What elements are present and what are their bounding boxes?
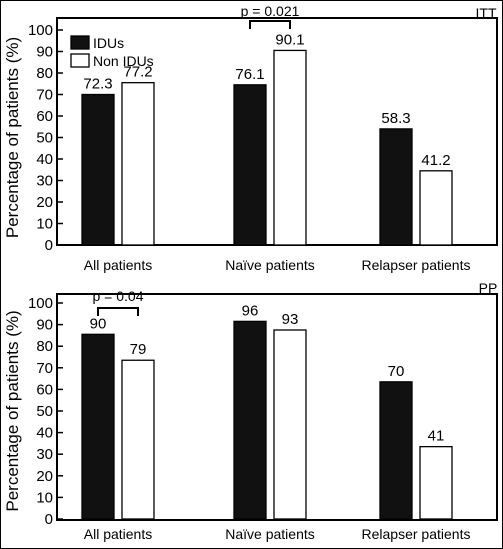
- y-axis-label: Percentage of patients (%): [3, 37, 22, 238]
- y-tick-label: 100: [28, 22, 53, 39]
- legend-swatch: [70, 53, 90, 68]
- y-tick-label: 60: [36, 381, 53, 398]
- legend-label: Non IDUs: [93, 53, 154, 69]
- y-tick-label: 0: [45, 237, 53, 254]
- bar: [121, 359, 155, 520]
- data-label: 72.3: [83, 76, 112, 93]
- data-label: 41: [428, 428, 445, 445]
- y-tick-label: 30: [36, 446, 53, 463]
- category-label: Naïve patients: [225, 526, 315, 542]
- data-label: 96: [242, 302, 259, 319]
- significance-bracket: [97, 307, 139, 316]
- category-label: Relapser patients: [362, 257, 471, 273]
- y-tick-label: 10: [36, 216, 53, 233]
- y-tick-label: 60: [36, 108, 53, 125]
- y-tick-label: 80: [36, 338, 53, 355]
- y-tick-label: 0: [45, 511, 53, 528]
- plot-box: [56, 293, 498, 521]
- panel-label: ITT: [476, 5, 497, 21]
- bar: [273, 49, 307, 246]
- y-tick-label: 10: [36, 489, 53, 506]
- category-label: All patients: [84, 257, 152, 273]
- significance-bracket: [249, 20, 291, 29]
- data-label: 90: [90, 315, 107, 332]
- pp-chart: 0 10 20 30 40 50 60 70 80 90 100 Percentage of pati…: [3, 280, 498, 542]
- significance-label: p = 0.04: [93, 288, 144, 304]
- y-tick-label: 50: [36, 403, 53, 420]
- y-tick-label: 80: [36, 65, 53, 82]
- y-tick-label: 30: [36, 173, 53, 190]
- bar: [121, 82, 155, 246]
- significance-label: p = 0.021: [241, 3, 300, 19]
- category-label: Naïve patients: [225, 257, 315, 273]
- data-label: 41.2: [421, 152, 450, 169]
- bar: [233, 84, 267, 246]
- bar: [81, 333, 115, 520]
- legend-swatch: [70, 35, 90, 50]
- y-tick-label: 20: [36, 468, 53, 485]
- y-tick-label: 50: [36, 130, 53, 147]
- y-axis-label: Percentage of patients (%): [3, 310, 22, 511]
- data-label: 58.3: [381, 110, 410, 127]
- bar: [81, 93, 115, 246]
- bar: [379, 381, 413, 520]
- y-tick-label: 70: [36, 360, 53, 377]
- itt-chart: 0 10 20 30 40 50 60 70 80 90 100 Percentage of pati…: [3, 3, 498, 273]
- y-tick-label: 40: [36, 425, 53, 442]
- y-tick-label: 90: [36, 44, 53, 61]
- y-tick-label: 20: [36, 194, 53, 211]
- bar: [273, 329, 307, 520]
- bar: [379, 128, 413, 246]
- y-tick-label: 70: [36, 87, 53, 104]
- data-label: 77.2: [123, 64, 152, 81]
- category-label: All patients: [84, 526, 152, 542]
- data-label: 93: [282, 311, 299, 328]
- y-tick-label: 40: [36, 151, 53, 168]
- category-label: Relapser patients: [362, 526, 471, 542]
- data-label: 79: [130, 341, 147, 358]
- bar: [419, 170, 453, 246]
- y-tick-label: 100: [28, 295, 53, 312]
- data-label: 76.1: [235, 66, 264, 83]
- y-tick-label: 90: [36, 317, 53, 334]
- legend-label: IDUs: [93, 35, 124, 51]
- data-label: 70: [388, 363, 405, 380]
- bar: [419, 445, 453, 520]
- panel-label: PP: [479, 280, 498, 296]
- data-label: 90.1: [275, 31, 304, 48]
- bar: [233, 320, 267, 520]
